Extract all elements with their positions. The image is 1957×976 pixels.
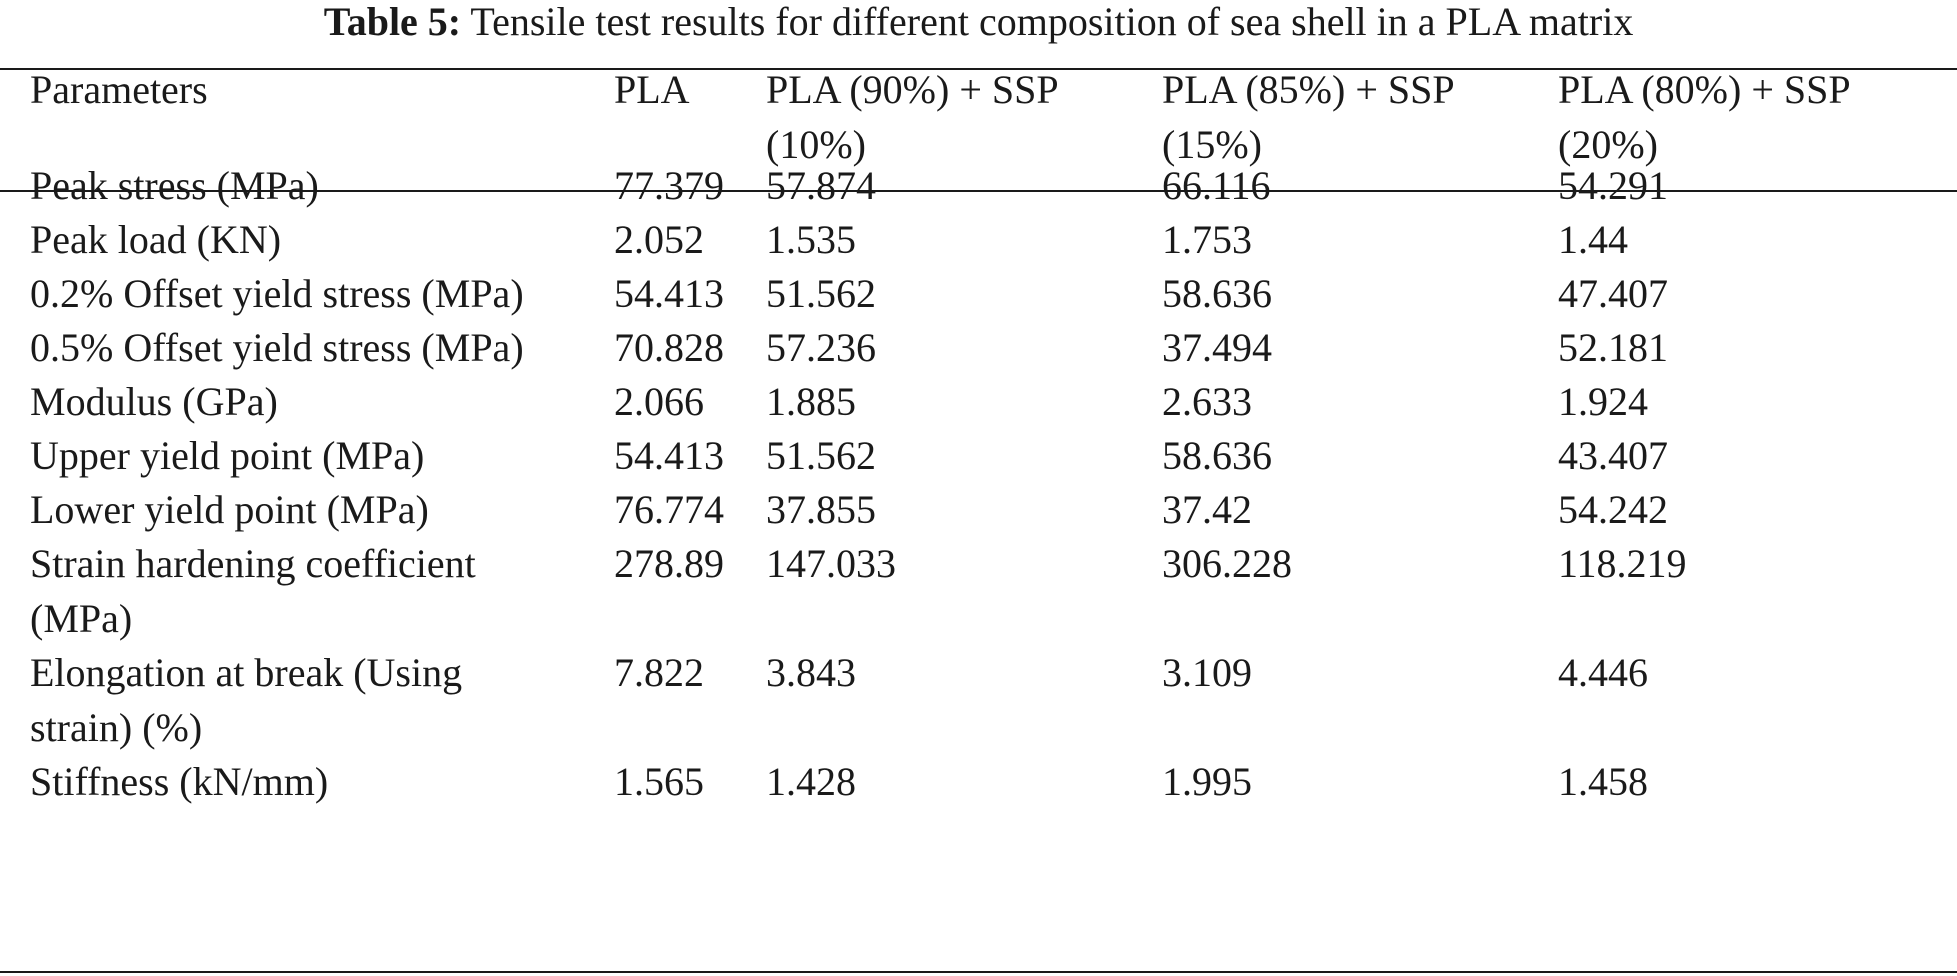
row-label-line: Modulus (GPa) xyxy=(30,379,278,424)
table-cell: 278.89 xyxy=(614,541,724,586)
row-label-line: strain) (%) xyxy=(30,705,203,750)
row-label-line: Lower yield point (MPa) xyxy=(30,487,429,532)
header-cell-line: PLA xyxy=(614,67,690,112)
row-label-line: (MPa) xyxy=(30,596,133,641)
row-label: Peak load (KN) xyxy=(30,212,281,267)
row-label-line: Upper yield point (MPa) xyxy=(30,433,425,478)
table-cell: 37.855 xyxy=(766,487,876,532)
header-cell-line: (20%) xyxy=(1558,122,1658,167)
table-cell: 1.565 xyxy=(614,759,704,804)
table-cell: 4.446 xyxy=(1558,650,1648,695)
table-cell: 58.636 xyxy=(1162,433,1272,478)
table-cell: 77.379 xyxy=(614,163,724,208)
row-label: Stiffness (kN/mm) xyxy=(30,754,328,809)
row-label-line: Elongation at break (Using xyxy=(30,650,463,695)
table-cell: 1.753 xyxy=(1162,217,1252,262)
header-cell: Parameters xyxy=(30,62,208,117)
header-cell-line: PLA (80%) + SSP xyxy=(1558,67,1851,112)
table-cell: 118.219 xyxy=(1558,541,1687,586)
table-cell: 3.109 xyxy=(1162,650,1252,695)
table-cell: 43.407 xyxy=(1558,433,1668,478)
table-cell: 147.033 xyxy=(766,541,896,586)
row-label: Elongation at break (Using strain) (%) xyxy=(30,645,462,755)
table-cell: 306.228 xyxy=(1162,541,1292,586)
table-cell: 2.066 xyxy=(614,379,704,424)
table-cell: 76.774 xyxy=(614,487,724,532)
table-cell: 66.116 xyxy=(1162,163,1271,208)
table-cell: 2.052 xyxy=(614,217,704,262)
row-label-line: Stiffness (kN/mm) xyxy=(30,759,329,804)
row-label: 0.5% Offset yield stress (MPa) xyxy=(30,320,524,375)
table-bottom-rule xyxy=(0,971,1957,973)
header-cell-line: (10%) xyxy=(766,122,866,167)
table-cell: 57.236 xyxy=(766,325,876,370)
table-top-rule xyxy=(0,68,1957,70)
row-label-line: Peak load (KN) xyxy=(30,217,282,262)
table-cell: 52.181 xyxy=(1558,325,1668,370)
row-label-line: Peak stress (MPa) xyxy=(30,163,319,208)
table-cell: 51.562 xyxy=(766,271,876,316)
table-header-rule xyxy=(0,190,1957,192)
header-cell-line: Parameters xyxy=(30,67,208,112)
header-cell: PLA xyxy=(614,62,690,117)
header-cell-line: PLA (90%) + SSP xyxy=(766,67,1059,112)
header-cell-line: (15%) xyxy=(1162,122,1262,167)
table-caption-text: Tensile test results for different compo… xyxy=(470,0,1634,44)
table-cell: 1.458 xyxy=(1558,759,1648,804)
row-label-line: 0.2% Offset yield stress (MPa) xyxy=(30,271,524,316)
table-cell: 57.874 xyxy=(766,163,876,208)
table-cell: 54.291 xyxy=(1558,163,1668,208)
row-label: Strain hardening coefficient (MPa) xyxy=(30,536,476,646)
row-label-line: 0.5% Offset yield stress (MPa) xyxy=(30,325,524,370)
table-cell: 47.407 xyxy=(1558,271,1668,316)
table-cell: 54.413 xyxy=(614,433,724,478)
table-cell: 7.822 xyxy=(614,650,704,695)
header-cell: PLA (85%) + SSP (15%) xyxy=(1162,62,1455,172)
table-cell: 51.562 xyxy=(766,433,876,478)
header-cell: PLA (80%) + SSP (20%) xyxy=(1558,62,1851,172)
table-cell: 1.924 xyxy=(1558,379,1648,424)
table-cell: 1.535 xyxy=(766,217,856,262)
table-cell: 1.995 xyxy=(1162,759,1252,804)
row-label: Upper yield point (MPa) xyxy=(30,428,424,483)
table-cell: 54.413 xyxy=(614,271,724,316)
table-cell: 37.42 xyxy=(1162,487,1252,532)
row-label: Modulus (GPa) xyxy=(30,374,278,429)
table-caption: Table 5: Tensile test results for differ… xyxy=(0,0,1957,44)
table-cell: 54.242 xyxy=(1558,487,1668,532)
table-cell: 37.494 xyxy=(1162,325,1272,370)
row-label-line: Strain hardening coefficient xyxy=(30,541,476,586)
row-label: 0.2% Offset yield stress (MPa) xyxy=(30,266,524,321)
table-cell: 3.843 xyxy=(766,650,856,695)
header-cell-line: PLA (85%) + SSP xyxy=(1162,67,1455,112)
row-label: Lower yield point (MPa) xyxy=(30,482,429,537)
table-cell: 58.636 xyxy=(1162,271,1272,316)
table-cell: 1.44 xyxy=(1558,217,1628,262)
table-cell: 2.633 xyxy=(1162,379,1252,424)
table-caption-label: Table 5: xyxy=(323,0,462,44)
table-cell: 70.828 xyxy=(614,325,724,370)
table-cell: 1.428 xyxy=(766,759,856,804)
row-label: Peak stress (MPa) xyxy=(30,158,319,213)
table-cell: 1.885 xyxy=(766,379,856,424)
header-cell: PLA (90%) + SSP (10%) xyxy=(766,62,1059,172)
